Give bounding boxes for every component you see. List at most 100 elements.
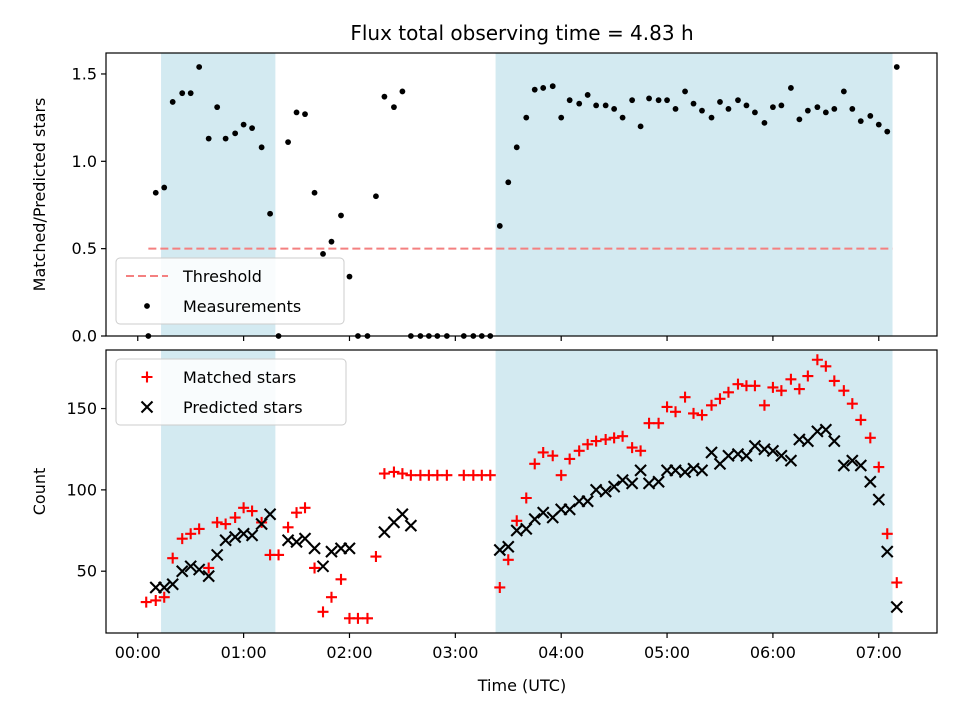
data-point	[784, 454, 798, 467]
data-point	[346, 273, 353, 280]
plot-frame	[105, 52, 938, 337]
data-point	[309, 562, 321, 574]
y-tick-label: 1.0	[72, 152, 97, 171]
data-point	[308, 542, 321, 555]
data-point	[245, 529, 259, 542]
data-point	[496, 223, 503, 229]
data-point	[320, 250, 326, 257]
data-point	[388, 466, 400, 478]
data-point	[802, 370, 814, 382]
data-point	[566, 97, 573, 104]
data-point	[555, 469, 567, 481]
y-tick-label: 100	[66, 480, 97, 499]
data-point	[678, 465, 692, 479]
x-tick-label: 03:00	[432, 643, 478, 662]
data-point	[581, 495, 594, 508]
series-dot	[145, 64, 900, 339]
data-point	[582, 438, 594, 450]
data-point	[608, 432, 620, 444]
data-point	[564, 453, 576, 465]
data-point	[258, 144, 265, 151]
data-point	[214, 104, 221, 111]
data-point	[766, 444, 780, 458]
y-axis-label: Count	[30, 468, 49, 516]
data-point	[458, 469, 470, 481]
data-point	[725, 106, 732, 112]
data-point	[179, 90, 186, 97]
data-point	[705, 446, 718, 459]
legend: Matched stars Predicted stars	[115, 358, 347, 426]
data-point	[722, 386, 734, 398]
data-point	[616, 473, 629, 487]
data-point	[573, 445, 585, 457]
legend-marker	[144, 303, 150, 309]
data-point	[520, 492, 532, 504]
data-point	[291, 507, 303, 519]
data-point	[203, 562, 215, 574]
series-x	[149, 423, 904, 614]
data-point	[831, 106, 838, 112]
data-point	[285, 139, 291, 145]
data-point	[793, 383, 805, 395]
data-point	[872, 493, 886, 506]
data-point	[378, 525, 391, 539]
y-tick-label: 50	[77, 562, 97, 581]
data-point	[238, 502, 250, 514]
data-point	[325, 591, 337, 603]
data-point	[735, 97, 741, 104]
data-point	[338, 212, 344, 219]
data-point	[652, 475, 665, 488]
data-point	[513, 144, 520, 151]
data-point	[431, 469, 443, 481]
data-point	[184, 560, 197, 573]
data-point	[855, 414, 867, 426]
data-point	[378, 468, 390, 480]
data-point	[600, 433, 612, 445]
data-point	[273, 549, 285, 561]
data-point	[373, 193, 379, 200]
data-point	[626, 442, 638, 454]
plot-frame	[105, 349, 938, 634]
data-point	[679, 391, 691, 403]
data-point	[361, 612, 373, 624]
data-point	[625, 477, 639, 490]
data-point	[881, 545, 894, 558]
data-point	[775, 449, 788, 462]
data-point	[263, 508, 277, 521]
data-point	[822, 109, 829, 116]
data-point	[502, 540, 515, 554]
data-point	[325, 545, 338, 558]
data-point	[584, 92, 591, 98]
data-point	[298, 532, 312, 545]
data-point	[820, 360, 832, 372]
data-point	[166, 577, 179, 591]
data-point	[599, 485, 612, 498]
y-tick-label: 150	[66, 399, 97, 418]
data-point	[589, 483, 603, 497]
observing-window-1	[495, 53, 893, 336]
data-point	[232, 130, 239, 137]
data-point	[175, 564, 189, 578]
data-point	[484, 469, 496, 481]
chart-title: Flux total observing time = 4.83 h	[350, 21, 693, 45]
data-point	[249, 125, 255, 132]
legend-label: Predicted stars	[183, 398, 303, 417]
data-point	[510, 524, 523, 537]
data-point	[722, 449, 735, 462]
x-tick-label: 05:00	[644, 643, 690, 662]
data-point	[661, 401, 673, 413]
data-point	[157, 581, 171, 594]
data-point	[828, 375, 840, 387]
x-axis-label: Time (UTC)	[477, 676, 566, 695]
data-point	[767, 381, 779, 393]
data-point	[176, 533, 188, 545]
data-point	[890, 600, 904, 614]
data-point	[778, 102, 785, 109]
data-point	[670, 406, 682, 418]
data-point	[785, 373, 797, 385]
data-point	[404, 519, 418, 532]
data-point	[607, 480, 621, 493]
data-point	[536, 506, 550, 519]
data-point	[840, 88, 847, 95]
data-point	[290, 535, 303, 549]
